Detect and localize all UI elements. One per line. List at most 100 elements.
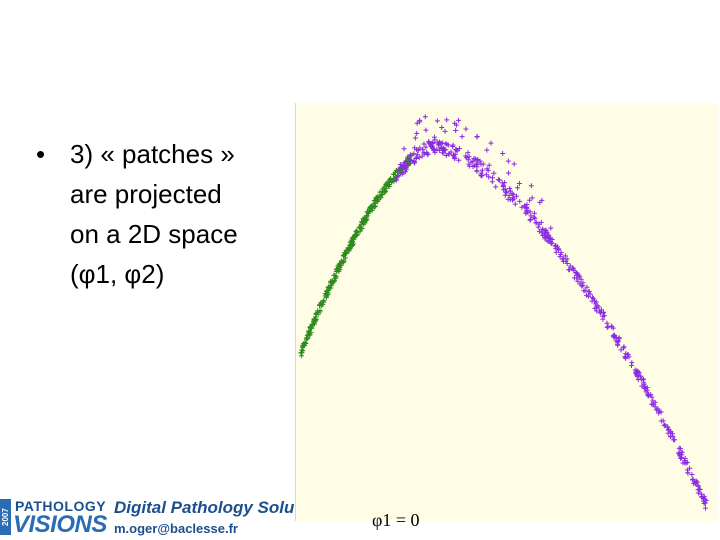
scatter-marker — [414, 152, 420, 158]
scatter-marker — [505, 158, 511, 164]
scatter-marker — [466, 161, 472, 167]
scatter-marker — [435, 142, 441, 148]
scatter-marker — [562, 253, 568, 259]
scatter-marker — [419, 153, 425, 159]
scatter-marker — [641, 385, 647, 391]
scatter-marker — [555, 247, 561, 253]
scatter-marker — [493, 184, 499, 190]
scatter-marker — [495, 177, 501, 183]
scatter-plot — [298, 114, 709, 511]
scatter-marker — [546, 232, 552, 238]
scatter-marker — [379, 191, 385, 197]
scatter-marker — [417, 117, 423, 123]
scatter-marker — [400, 170, 406, 176]
scatter-marker — [372, 204, 378, 210]
scatter-marker — [537, 199, 543, 205]
scatter-marker — [651, 401, 657, 407]
scatter-marker — [439, 150, 445, 156]
scatter-marker — [394, 177, 400, 183]
bullet-text-2: are projected — [70, 179, 222, 209]
scatter-marker — [311, 316, 317, 322]
scatter-marker — [501, 187, 507, 193]
scatter-marker — [557, 254, 563, 260]
scatter-marker — [371, 197, 377, 203]
scatter-marker — [448, 149, 454, 155]
scatter-marker — [649, 394, 655, 400]
scatter-marker — [641, 381, 647, 387]
scatter-marker — [477, 158, 483, 164]
scatter-marker — [331, 272, 337, 278]
scatter-marker — [672, 437, 678, 443]
scatter-marker — [453, 146, 459, 152]
scatter-marker — [682, 455, 688, 461]
scatter-marker — [507, 188, 513, 194]
bullet-line-1: • 3) « patches » — [36, 134, 296, 174]
scatter-marker — [486, 162, 492, 168]
scatter-marker — [514, 193, 520, 199]
scatter-marker — [425, 152, 431, 158]
scatter-marker — [357, 228, 363, 234]
bullet-line-2: are projected — [36, 174, 296, 214]
scatter-marker — [315, 308, 321, 314]
scatter-marker — [413, 155, 419, 161]
scatter-marker — [423, 144, 429, 150]
scatter-marker — [453, 122, 459, 128]
scatter-marker — [629, 360, 635, 366]
footer-title: Digital Pathology Solutions — [114, 498, 294, 517]
scatter-marker — [533, 220, 539, 226]
scatter-marker — [303, 341, 309, 347]
scatter-marker — [397, 162, 403, 168]
scatter-marker — [567, 263, 573, 269]
scatter-marker — [564, 260, 570, 266]
scatter-marker — [668, 430, 674, 436]
scatter-marker — [484, 147, 490, 153]
scatter-marker — [497, 177, 503, 183]
scatter-marker — [343, 250, 349, 256]
scatter-marker — [545, 233, 551, 239]
scatter-marker — [661, 423, 667, 429]
scatter-marker — [372, 203, 378, 209]
scatter-marker — [507, 186, 513, 192]
scatter-marker — [407, 152, 413, 158]
scatter-marker — [302, 339, 308, 345]
scatter-marker — [411, 159, 417, 165]
scatter-marker — [658, 418, 664, 424]
scatter-marker — [431, 147, 437, 153]
bullet-text-3: on a 2D space — [70, 219, 238, 249]
scatter-marker — [564, 256, 570, 262]
scatter-marker — [322, 291, 328, 297]
scatter-marker — [548, 241, 554, 247]
scatter-marker — [431, 134, 437, 140]
scatter-marker — [646, 392, 652, 398]
scatter-marker — [542, 234, 548, 240]
scatter-marker — [576, 272, 582, 278]
scatter-marker — [452, 155, 458, 161]
scatter-marker — [553, 246, 559, 252]
scatter-marker — [558, 250, 564, 256]
scatter-marker — [465, 150, 471, 156]
scatter-marker — [567, 267, 573, 273]
scatter-marker — [644, 387, 650, 393]
scatter-marker — [610, 325, 616, 331]
scatter-marker — [386, 179, 392, 185]
scatter-marker — [304, 333, 310, 339]
scatter-marker — [364, 209, 370, 215]
scatter-marker — [444, 117, 450, 123]
scatter-marker — [389, 180, 395, 186]
scatter-marker — [692, 480, 698, 486]
scatter-marker — [338, 260, 344, 266]
scatter-marker — [527, 217, 533, 223]
scatter-marker — [479, 167, 485, 173]
scatter-marker — [590, 296, 596, 302]
scatter-marker — [638, 376, 644, 382]
scatter-marker — [571, 268, 577, 274]
scatter-marker — [581, 288, 587, 294]
footer-email: m.oger@baclesse.fr — [114, 521, 238, 536]
scatter-marker — [450, 152, 456, 158]
scatter-marker — [384, 183, 390, 189]
scatter-marker — [453, 127, 459, 133]
scatter-marker — [577, 281, 583, 287]
scatter-marker — [584, 292, 590, 298]
scatter-marker — [511, 196, 517, 202]
scatter-marker — [414, 130, 420, 136]
